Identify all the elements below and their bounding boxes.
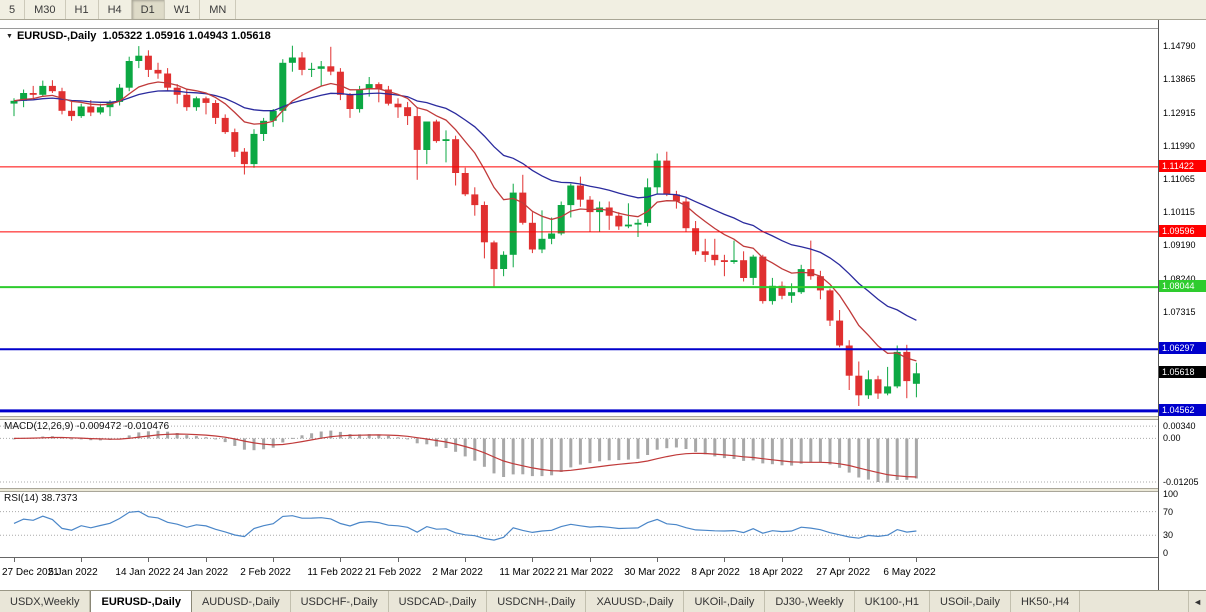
chart-symbol-label: EURUSD-,Daily (16, 30, 97, 42)
tab-uk100-h1[interactable]: UK100-,H1 (855, 591, 931, 612)
rsi-pane[interactable] (0, 492, 1158, 556)
rsi-line (13, 510, 917, 541)
tab-dj30-weekly[interactable]: DJ30-,Weekly (765, 591, 855, 612)
level-price-box: 1.06297 (1159, 342, 1206, 355)
scale-tick: 1.08240 (1163, 274, 1196, 285)
tab-usdchf-daily[interactable]: USDCHF-,Daily (291, 591, 389, 612)
date-tick-label: 21 Mar 2022 (557, 567, 614, 578)
scale-tick: 70 (1163, 506, 1174, 517)
main-chart-svg[interactable] (0, 29, 1158, 417)
date-tick-mark (724, 558, 726, 562)
date-tick-mark (782, 558, 783, 562)
scale-tick: 1.07315 (1163, 307, 1196, 317)
main-pane[interactable] (0, 28, 1158, 417)
tab-scroll-left-icon[interactable]: ◄ (1188, 591, 1206, 612)
period-button-h4[interactable]: H4 (99, 0, 132, 19)
date-tick-label: 8 Apr 2022 (691, 567, 740, 578)
chart-title: ▼ EURUSD-,Daily 1.05322 1.05916 1.04943 1… (6, 30, 271, 42)
tab-ukoil-daily[interactable]: UKOil-,Daily (684, 591, 766, 612)
tab-hk50-h4[interactable]: HK50-,H4 (1011, 591, 1081, 612)
date-tick-mark (590, 558, 591, 562)
date-tick-mark (916, 558, 918, 562)
scale-tick: 100 (1163, 488, 1179, 499)
rsi-label: RSI(14) 38.7373 (4, 493, 78, 504)
tab-usdcad-daily[interactable]: USDCAD-,Daily (389, 591, 488, 612)
period-button-w1[interactable]: W1 (165, 0, 201, 19)
level-price-box: 1.11422 (1159, 159, 1206, 172)
tab-usdcnh-daily[interactable]: USDCNH-,Daily (487, 591, 587, 612)
macd-signal-line (13, 433, 917, 478)
period-toolbar[interactable]: 5 M30 H1 H4 D1 W1 MN (0, 0, 1206, 20)
date-tick-mark (398, 558, 399, 562)
date-tick-mark (148, 558, 150, 562)
scale-tick: 1.12915 (1163, 107, 1196, 118)
date-axis[interactable]: 27 Dec 2021 5 Jan 2022 14 Jan 2022 24 Jan 2… (0, 557, 1158, 591)
period-button-mn[interactable]: MN (200, 0, 237, 19)
scale-tick: 0.00340 (1163, 421, 1196, 432)
scale-tick: 1.09190 (1163, 240, 1196, 251)
rsi-svg[interactable] (0, 492, 1158, 556)
tab-audusd-daily[interactable]: AUDUSD-,Daily (192, 591, 291, 612)
date-tick-mark (849, 558, 851, 562)
price-scale[interactable]: 1.14790 1.13865 1.12915 1.11990 1.11065 1.101… (1158, 20, 1206, 590)
scale-tick: 1.10115 (1163, 207, 1195, 218)
date-tick-label: 2 Mar 2022 (432, 567, 483, 578)
period-button-5[interactable]: 5 (0, 0, 26, 19)
tab-xauusd-daily[interactable]: XAUUSD-,Daily (586, 591, 685, 612)
pane-divider-rsi[interactable] (0, 488, 1158, 492)
candles-group (10, 45, 920, 406)
ma-slow-line (13, 90, 917, 321)
scale-tick: 1.11065 (1163, 173, 1195, 184)
scale-tick: -0.01205 (1163, 477, 1199, 487)
date-tick-mark (206, 558, 207, 562)
date-tick-label: 6 May 2022 (883, 567, 936, 578)
date-tick-mark (273, 558, 275, 562)
tab-eurusd-daily[interactable]: EURUSD-,Daily (90, 591, 192, 612)
scale-tick: 1.11990 (1163, 140, 1195, 151)
date-tick-label: 2 Feb 2022 (240, 567, 291, 578)
date-tick-label: 18 Apr 2022 (749, 567, 803, 578)
scale-tick: 0.00 (1163, 433, 1181, 444)
date-tick-label: 11 Mar 2022 (499, 567, 555, 578)
date-tick-mark (340, 558, 342, 562)
level-price-box: 1.09596 (1159, 224, 1206, 237)
date-tick-mark (465, 558, 467, 562)
level-price-box: 1.04562 (1159, 403, 1206, 416)
scale-tick: 1.13865 (1163, 74, 1196, 84)
scale-tick: 1.14790 (1163, 41, 1196, 52)
macd-pane[interactable] (0, 420, 1158, 488)
chart-window[interactable]: ▼ EURUSD-,Daily 1.05322 1.05916 1.04943 1… (0, 20, 1206, 591)
date-tick-mark (657, 558, 659, 562)
date-tick-label: 27 Apr 2022 (816, 567, 871, 578)
scale-tick: 30 (1163, 530, 1174, 541)
level-price-box: 1.08044 (1159, 280, 1206, 293)
date-tick-mark (532, 558, 534, 562)
chart-ohlc-values: 1.05322 1.05916 1.04943 1.05618 (102, 30, 271, 42)
date-tick-label: 11 Feb 2022 (307, 567, 363, 578)
macd-svg[interactable] (0, 420, 1158, 488)
scale-tick: 0 (1163, 548, 1169, 558)
macd-label: MACD(12,26,9) -0.009472 -0.010476 (4, 421, 170, 432)
date-tick-label: 21 Feb 2022 (365, 567, 422, 578)
date-tick-label: 30 Mar 2022 (624, 567, 681, 578)
period-button-h1[interactable]: H1 (66, 0, 99, 19)
date-tick-label: 24 Jan 2022 (173, 567, 229, 578)
tab-usoil-daily[interactable]: USOil-,Daily (930, 591, 1011, 612)
tab-bar[interactable]: USDX,Weekly EURUSD-,Daily AUDUSD-,Daily USD… (0, 590, 1206, 612)
current-price-box: 1.05618 (1159, 366, 1206, 379)
date-tick-mark (14, 558, 15, 562)
period-button-d1[interactable]: D1 (131, 0, 165, 19)
macd-histogram (12, 430, 918, 483)
date-tick-mark (81, 558, 83, 562)
symbol-dropdown-icon[interactable]: ▼ (6, 33, 13, 40)
tab-usdx-weekly[interactable]: USDX,Weekly (0, 591, 91, 612)
period-button-m30[interactable]: M30 (25, 0, 66, 19)
pane-divider-macd[interactable] (0, 416, 1158, 420)
date-tick-label: 27 Dec 2021 (2, 567, 59, 578)
date-tick-label: 5 Jan 2022 (48, 567, 98, 578)
date-tick-label: 14 Jan 2022 (115, 567, 171, 578)
ma-fast-line (13, 81, 917, 362)
